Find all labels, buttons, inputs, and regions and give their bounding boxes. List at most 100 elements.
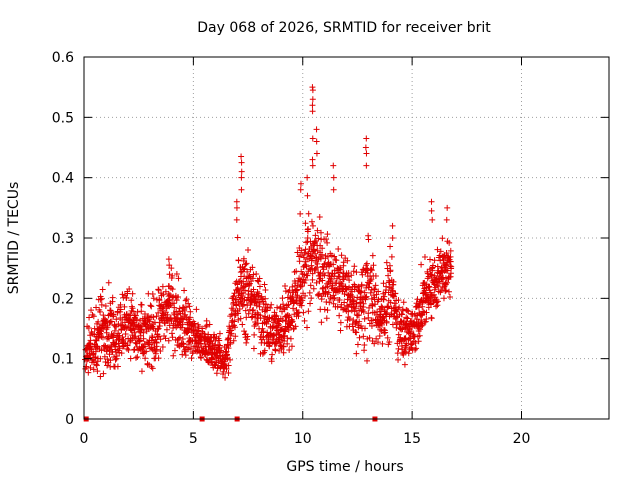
data-point bbox=[380, 280, 387, 287]
data-point bbox=[268, 301, 275, 308]
data-point bbox=[439, 235, 446, 242]
data-point bbox=[149, 290, 156, 297]
data-point bbox=[250, 271, 257, 278]
y-tick-label: 0.5 bbox=[52, 110, 74, 126]
data-point bbox=[383, 309, 390, 316]
data-point bbox=[101, 342, 108, 349]
data-point bbox=[93, 361, 100, 368]
data-point bbox=[357, 303, 364, 310]
data-point bbox=[353, 269, 360, 276]
data-point bbox=[431, 272, 438, 279]
spike-point bbox=[428, 207, 435, 214]
data-point bbox=[163, 326, 170, 333]
data-point bbox=[403, 340, 410, 347]
data-point bbox=[372, 282, 379, 289]
data-point bbox=[367, 289, 374, 296]
data-point bbox=[326, 299, 333, 306]
data-point bbox=[267, 305, 274, 312]
data-point bbox=[387, 299, 394, 306]
data-point bbox=[169, 286, 176, 293]
data-point bbox=[350, 304, 357, 311]
data-point bbox=[85, 325, 92, 332]
data-point bbox=[148, 303, 155, 310]
data-point bbox=[250, 307, 257, 314]
data-point bbox=[146, 318, 153, 325]
data-point bbox=[280, 301, 287, 308]
data-point bbox=[395, 356, 402, 363]
data-point bbox=[289, 318, 296, 325]
data-point bbox=[128, 297, 135, 304]
spike-point bbox=[309, 108, 316, 115]
y-tick-label: 0.1 bbox=[52, 352, 74, 368]
data-point bbox=[381, 293, 388, 300]
data-point bbox=[402, 336, 409, 343]
data-point bbox=[165, 337, 172, 344]
data-point bbox=[129, 290, 136, 297]
data-point bbox=[334, 303, 341, 310]
data-point bbox=[440, 295, 447, 302]
grid-layer bbox=[84, 57, 609, 419]
data-point bbox=[356, 318, 363, 325]
data-point bbox=[173, 297, 180, 304]
data-point bbox=[447, 270, 454, 277]
data-point bbox=[262, 286, 269, 293]
data-point bbox=[242, 261, 249, 268]
data-point bbox=[354, 341, 361, 348]
data-point bbox=[317, 255, 324, 262]
y-tick-label: 0.2 bbox=[52, 291, 74, 307]
data-point bbox=[140, 329, 147, 336]
data-point bbox=[175, 275, 182, 282]
data-point bbox=[93, 304, 100, 311]
data-point bbox=[388, 253, 395, 260]
data-point bbox=[113, 352, 120, 359]
data-point bbox=[361, 289, 368, 296]
data-point bbox=[301, 317, 308, 324]
data-point bbox=[319, 245, 326, 252]
data-point bbox=[164, 311, 171, 318]
data-point bbox=[312, 265, 319, 272]
data-point bbox=[186, 303, 193, 310]
data-point bbox=[315, 235, 322, 242]
data-point bbox=[416, 332, 423, 339]
data-point bbox=[375, 296, 382, 303]
data-point bbox=[109, 294, 116, 301]
data-point bbox=[423, 315, 430, 322]
points-layer bbox=[82, 84, 455, 422]
data-point bbox=[344, 257, 351, 264]
spike-point bbox=[330, 174, 337, 181]
data-point bbox=[249, 264, 256, 271]
spike-point bbox=[330, 162, 337, 169]
data-point bbox=[387, 267, 394, 274]
data-point bbox=[216, 330, 223, 337]
data-point bbox=[274, 322, 281, 329]
data-point bbox=[383, 283, 390, 290]
data-point bbox=[286, 287, 293, 294]
x-tick-label: 20 bbox=[513, 431, 531, 447]
data-point bbox=[244, 333, 251, 340]
data-point bbox=[113, 316, 120, 323]
data-point bbox=[180, 316, 187, 323]
data-point bbox=[138, 326, 145, 333]
data-point bbox=[125, 347, 132, 354]
data-point bbox=[138, 308, 145, 315]
spike-point bbox=[165, 256, 172, 263]
data-point bbox=[307, 282, 314, 289]
data-point bbox=[162, 335, 169, 342]
data-point bbox=[239, 321, 246, 328]
data-point bbox=[268, 358, 275, 365]
data-point bbox=[418, 261, 425, 268]
data-point bbox=[280, 305, 287, 312]
data-point bbox=[225, 370, 232, 377]
spike-point bbox=[304, 192, 311, 199]
data-point bbox=[368, 276, 375, 283]
data-point bbox=[89, 311, 96, 318]
data-point bbox=[249, 275, 256, 282]
data-point bbox=[314, 260, 321, 267]
data-point bbox=[304, 250, 311, 257]
data-point bbox=[360, 308, 367, 315]
data-point bbox=[356, 334, 363, 341]
x-tick-label: 0 bbox=[80, 431, 89, 447]
data-point bbox=[375, 339, 382, 346]
data-point bbox=[92, 348, 99, 355]
data-point bbox=[132, 312, 139, 319]
